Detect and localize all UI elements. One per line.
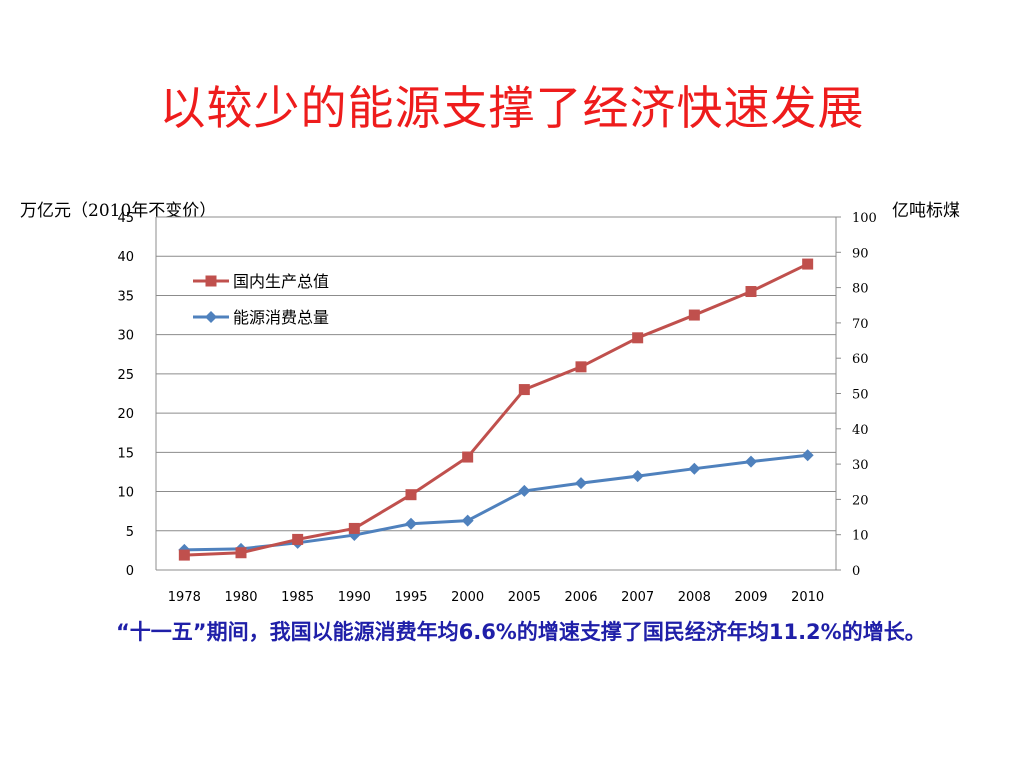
right-tick-label: 0 bbox=[852, 564, 860, 579]
left-tick-label: 35 bbox=[117, 289, 134, 304]
data-point bbox=[518, 384, 530, 396]
data-point bbox=[348, 522, 360, 534]
x-tick-label: 2005 bbox=[508, 590, 541, 605]
right-tick-label: 40 bbox=[852, 423, 869, 438]
x-tick-label: 1980 bbox=[224, 590, 257, 605]
series-energy bbox=[178, 449, 814, 556]
x-tick-label: 2006 bbox=[564, 590, 597, 605]
x-axis-ticks: 1978 1980 1985 1990 1995 2000 2005 2006 2007 2008… bbox=[168, 590, 824, 605]
right-tick-label: 30 bbox=[852, 458, 869, 473]
data-point bbox=[575, 361, 587, 373]
legend-marker bbox=[205, 311, 217, 323]
chart-series bbox=[178, 258, 814, 561]
data-point bbox=[462, 451, 474, 463]
right-tick-label: 10 bbox=[852, 529, 869, 544]
left-tick-label: 20 bbox=[117, 407, 134, 422]
data-point bbox=[235, 547, 247, 559]
right-tick-label: 70 bbox=[852, 317, 869, 332]
series-line bbox=[184, 262, 809, 557]
left-tick-label: 45 bbox=[117, 211, 134, 226]
left-tick-label: 10 bbox=[117, 486, 134, 501]
x-tick-label: 1978 bbox=[168, 590, 201, 605]
right-tick-label: 50 bbox=[852, 388, 869, 403]
legend-item-energy: 能源消费总量 bbox=[193, 308, 329, 327]
legend-item-gdp: 国内生产总值 bbox=[193, 272, 329, 291]
left-tick-label: 5 bbox=[126, 525, 134, 540]
left-tick-label: 0 bbox=[126, 564, 134, 579]
right-tick-label: 100 bbox=[852, 211, 877, 226]
line-chart: 0 5 10 15 20 25 30 35 40 45 0 10 20 30 40 50 60 70 80 90 10… bbox=[117, 211, 877, 605]
slide-title: 以较少的能源支撑了经济快速发展 bbox=[159, 81, 865, 135]
legend-label: 国内生产总值 bbox=[233, 272, 329, 291]
right-axis-unit: 亿吨标煤 bbox=[892, 201, 960, 221]
data-point bbox=[405, 489, 417, 501]
data-point bbox=[802, 258, 814, 270]
left-axis-ticks: 0 5 10 15 20 25 30 35 40 45 bbox=[117, 211, 134, 579]
data-point bbox=[631, 470, 644, 483]
chart-axes bbox=[155, 217, 837, 570]
series-line bbox=[184, 453, 808, 552]
data-point bbox=[745, 286, 757, 298]
legend-label: 能源消费总量 bbox=[233, 308, 329, 327]
chart-gridlines bbox=[156, 216, 836, 571]
left-tick-label: 30 bbox=[117, 329, 134, 344]
x-tick-label: 1995 bbox=[394, 590, 427, 605]
left-tick-label: 25 bbox=[117, 368, 134, 383]
data-point bbox=[632, 332, 644, 344]
right-tick-label: 80 bbox=[852, 282, 869, 297]
left-tick-label: 40 bbox=[117, 250, 134, 265]
data-point bbox=[801, 449, 814, 462]
data-point bbox=[518, 484, 531, 497]
slide-caption: “十一五”期间，我国以能源消费年均6.6%的增速支撑了国民经济年均11.2%的增… bbox=[116, 620, 926, 644]
left-axis-unit: 万亿元（2010年不变价） bbox=[20, 201, 217, 221]
x-tick-label: 2008 bbox=[678, 590, 711, 605]
x-tick-label: 2009 bbox=[734, 590, 767, 605]
left-tick-label: 15 bbox=[117, 446, 134, 461]
series-gdp bbox=[178, 258, 814, 561]
x-tick-label: 2000 bbox=[451, 590, 484, 605]
x-tick-label: 1990 bbox=[338, 590, 371, 605]
data-point bbox=[178, 549, 190, 561]
right-tick-label: 90 bbox=[852, 246, 869, 261]
x-tick-label: 2007 bbox=[621, 590, 654, 605]
x-tick-label: 1985 bbox=[281, 590, 314, 605]
data-point bbox=[688, 462, 701, 475]
data-point bbox=[461, 514, 474, 527]
x-tick-label: 2010 bbox=[791, 590, 824, 605]
right-axis-ticks: 0 10 20 30 40 50 60 70 80 90 100 bbox=[836, 211, 877, 579]
data-point bbox=[575, 477, 587, 490]
legend-marker bbox=[205, 275, 217, 287]
right-tick-label: 20 bbox=[852, 493, 869, 508]
data-point bbox=[688, 309, 700, 321]
right-tick-label: 60 bbox=[852, 352, 869, 367]
data-point bbox=[292, 533, 304, 545]
data-point bbox=[745, 455, 757, 468]
data-point bbox=[405, 517, 417, 530]
